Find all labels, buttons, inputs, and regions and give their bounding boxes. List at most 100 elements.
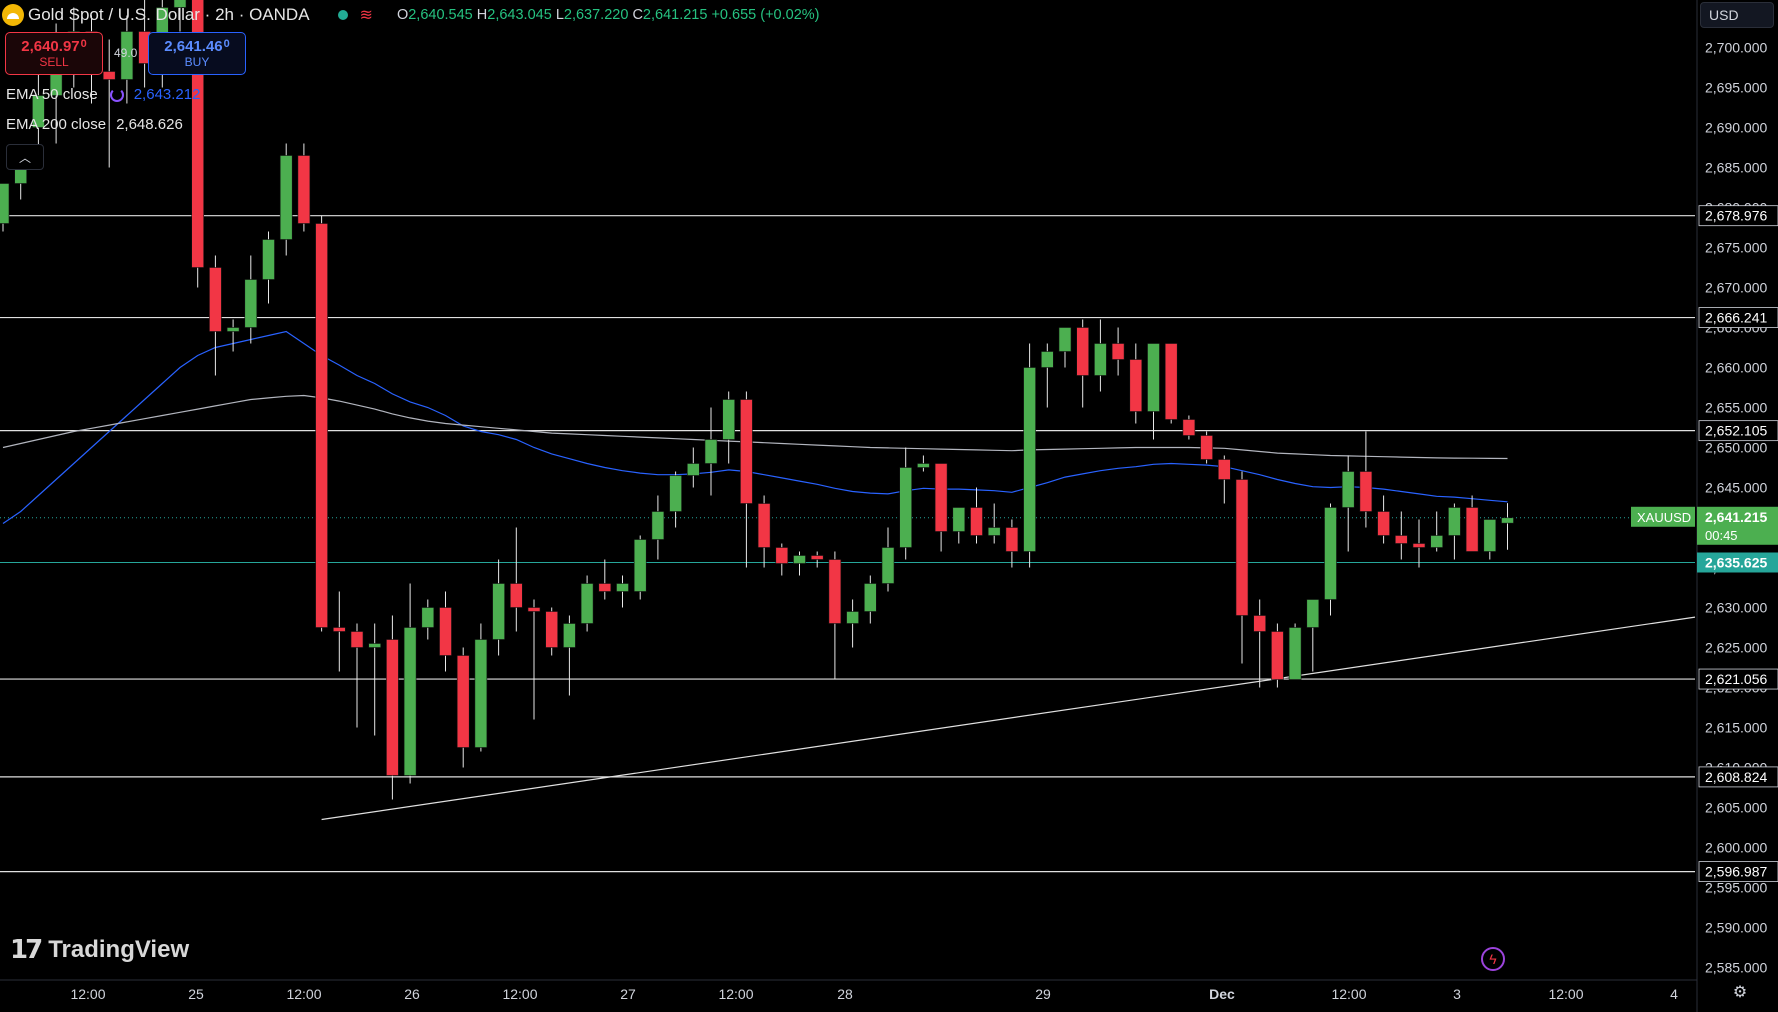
line-price-tag[interactable] — [1698, 668, 1778, 690]
candle[interactable] — [439, 591, 452, 672]
candle[interactable] — [1448, 503, 1461, 560]
candle[interactable] — [1253, 599, 1266, 688]
candle[interactable] — [209, 255, 222, 376]
candle[interactable] — [1058, 327, 1072, 368]
candle[interactable] — [527, 599, 541, 720]
candle[interactable] — [563, 615, 576, 696]
candle[interactable] — [386, 615, 399, 800]
candle[interactable] — [509, 527, 523, 632]
candle[interactable] — [315, 215, 328, 632]
line-price-tag[interactable] — [1698, 420, 1778, 442]
candle[interactable] — [350, 623, 364, 728]
line-price-tag[interactable] — [1698, 307, 1778, 328]
candle[interactable] — [102, 39, 116, 168]
trendline[interactable] — [321, 616, 1696, 821]
candle[interactable] — [970, 487, 983, 544]
candle[interactable] — [1218, 455, 1231, 504]
candle[interactable] — [0, 183, 10, 232]
symbol-header[interactable]: Gold Spot / U.S. Dollar · 2h · OANDA ≋ O… — [2, 4, 820, 26]
candle[interactable] — [279, 143, 293, 256]
candle[interactable] — [1324, 503, 1337, 616]
candle[interactable] — [492, 559, 505, 656]
candle[interactable] — [651, 495, 665, 560]
candle[interactable] — [456, 647, 470, 768]
candle[interactable] — [987, 503, 1001, 544]
ema200-legend[interactable]: EMA 200 close 2,648.626 — [6, 116, 183, 133]
candle[interactable] — [598, 559, 612, 600]
candle[interactable] — [899, 447, 913, 560]
candle[interactable] — [1306, 599, 1320, 672]
candle[interactable] — [1235, 471, 1249, 664]
candle[interactable] — [1483, 519, 1497, 560]
candle[interactable] — [1164, 343, 1178, 424]
candle[interactable] — [669, 471, 682, 528]
candle[interactable] — [332, 591, 346, 672]
candle[interactable] — [1412, 519, 1426, 568]
candle[interactable] — [1359, 431, 1373, 528]
candle[interactable] — [1288, 623, 1302, 680]
candle[interactable] — [262, 231, 275, 304]
refresh-icon[interactable] — [109, 87, 124, 102]
tradingview-logo[interactable]: 17 TradingView — [10, 935, 189, 965]
candle[interactable] — [846, 599, 859, 648]
symbol-title[interactable]: Gold Spot / U.S. Dollar · 2h · OANDA — [28, 5, 310, 24]
candle[interactable] — [368, 623, 382, 736]
candle[interactable] — [545, 607, 559, 656]
candle[interactable] — [952, 507, 966, 544]
collapse-legend-button[interactable]: ︿ — [6, 144, 44, 170]
candle[interactable] — [1200, 431, 1213, 464]
candle[interactable] — [704, 407, 718, 496]
candle[interactable] — [474, 623, 488, 752]
candle[interactable] — [810, 551, 824, 568]
candle[interactable] — [1182, 415, 1196, 440]
settings-icon[interactable]: ⚙ — [1732, 984, 1748, 1001]
sell-button[interactable]: 2,640.970 SELL — [5, 32, 103, 75]
candle[interactable] — [616, 575, 629, 608]
candle[interactable] — [1430, 511, 1443, 552]
candle[interactable] — [421, 599, 435, 640]
candle[interactable] — [1111, 327, 1125, 376]
candle[interactable] — [1465, 495, 1479, 552]
currency-select[interactable]: USD — [1700, 2, 1774, 28]
candle[interactable] — [32, 71, 45, 152]
candle[interactable] — [1395, 511, 1408, 560]
candle[interactable] — [722, 391, 736, 464]
time-axis[interactable]: 12:00 25 12:00 26 12:00 27 12:00 28 29 Dec 12:00 3 1… — [0, 979, 1697, 1002]
candle[interactable] — [1147, 343, 1160, 440]
price-axis[interactable]: 2,585.000 2,590.000 2,595.000 2,600.000 2,60… — [1631, 0, 1778, 1012]
candle[interactable] — [138, 0, 151, 88]
candle[interactable] — [120, 15, 134, 104]
candle[interactable] — [686, 447, 700, 488]
candle[interactable] — [863, 575, 877, 624]
candle[interactable] — [757, 495, 771, 568]
candle[interactable] — [740, 391, 753, 568]
candle[interactable] — [1076, 319, 1089, 408]
candle[interactable] — [917, 455, 930, 472]
candle[interactable] — [1129, 343, 1143, 424]
candle[interactable] — [1041, 343, 1054, 408]
candle[interactable] — [1341, 455, 1355, 552]
candle[interactable] — [1271, 623, 1284, 688]
candle[interactable] — [828, 551, 842, 680]
candle[interactable] — [775, 543, 789, 576]
candle[interactable] — [1094, 319, 1107, 392]
candle[interactable] — [1005, 519, 1019, 568]
candle[interactable] — [934, 463, 948, 552]
candle[interactable] — [580, 575, 594, 632]
line-price-tag[interactable] — [1698, 766, 1778, 788]
candle[interactable] — [173, 0, 187, 32]
candle[interactable] — [403, 583, 417, 784]
candle[interactable] — [226, 319, 240, 352]
line-price-tag[interactable] — [1698, 205, 1778, 227]
candle[interactable] — [793, 551, 806, 576]
candle[interactable] — [881, 527, 895, 592]
candle[interactable] — [297, 143, 311, 232]
candle[interactable] — [633, 535, 647, 600]
candle[interactable] — [1023, 343, 1036, 568]
candle[interactable] — [1501, 503, 1514, 550]
line-price-tag[interactable] — [1698, 861, 1778, 883]
candle[interactable] — [244, 255, 258, 344]
flash-icon[interactable]: ϟ — [1481, 947, 1505, 971]
buy-button[interactable]: 2,641.460 BUY — [148, 32, 246, 75]
